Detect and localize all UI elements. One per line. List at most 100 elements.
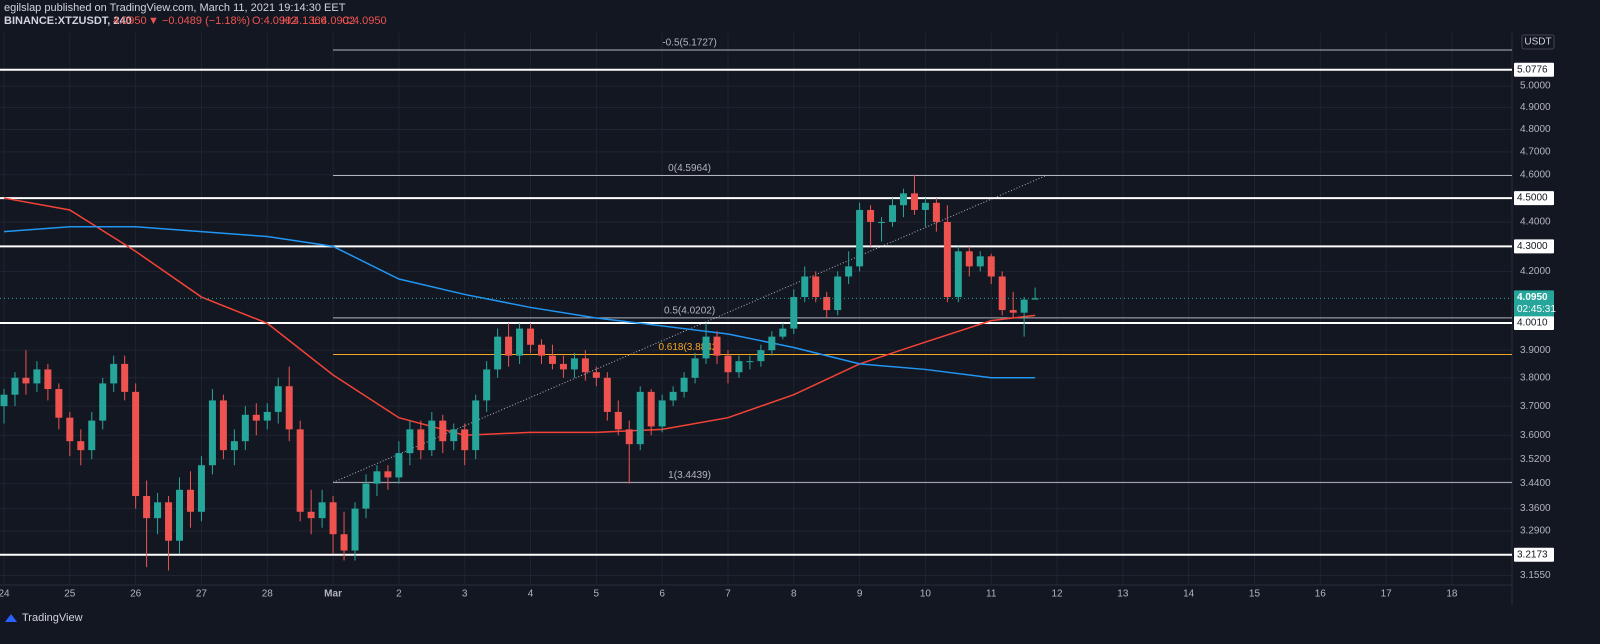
candle-body [702, 336, 710, 359]
candle-body [954, 251, 962, 298]
candle-body [208, 400, 216, 466]
y-tick-label: 3.7000 [1520, 401, 1551, 412]
candle-body [395, 453, 403, 478]
y-tick-label: 3.4400 [1520, 478, 1551, 489]
x-tick-label: 27 [196, 589, 208, 600]
candle-body [186, 489, 194, 512]
candle-body [66, 417, 74, 442]
candle-body [11, 377, 19, 395]
y-tick-label: 4.4000 [1520, 217, 1551, 228]
candle-body [0, 394, 8, 407]
candle-body [537, 344, 545, 356]
candle-body [636, 391, 644, 445]
candle-body [559, 363, 567, 370]
ohlc-open: O:4.0902 [252, 15, 297, 27]
candle-body [461, 429, 469, 451]
x-tick-label: 18 [1446, 589, 1458, 600]
candle-body [340, 534, 348, 551]
candle-body [987, 256, 995, 277]
candle-body [132, 391, 140, 497]
candle-body [219, 400, 227, 451]
candle-body [22, 377, 30, 384]
candle-body [318, 502, 326, 519]
ohlc-close: C:4.0950 [342, 15, 387, 27]
candle-body [614, 411, 622, 430]
candle-body [779, 328, 787, 337]
y-tick-label: 5.0000 [1520, 81, 1551, 92]
candle-body [570, 358, 578, 370]
y-tick-label: 4.9000 [1520, 102, 1551, 113]
x-tick-label: 10 [920, 589, 932, 600]
x-tick-label: 15 [1249, 589, 1261, 600]
y-tick-label: 3.8000 [1520, 372, 1551, 383]
candle-body [680, 377, 688, 392]
level-tag [1514, 239, 1554, 254]
x-tick-label: 17 [1381, 589, 1393, 600]
candle-body [1020, 299, 1028, 313]
candle-body [527, 328, 535, 345]
fib-label: 0.5(4.0202) [664, 306, 715, 317]
candle-body [241, 414, 249, 442]
y-tick-label: 4.8000 [1520, 124, 1551, 135]
countdown: 02:45:31 [1517, 304, 1556, 315]
candle-body [55, 389, 63, 418]
candle-body [362, 483, 370, 509]
x-tick-label: 7 [725, 589, 731, 600]
candle-body [472, 400, 480, 451]
candle-body [724, 355, 732, 373]
moving-average [3, 197, 1036, 437]
candle-body [932, 202, 940, 222]
last: 4.0950 [113, 15, 147, 27]
fib-label: -0.5(5.1727) [662, 38, 716, 49]
x-tick-label: 16 [1315, 589, 1327, 600]
candle-body [450, 429, 458, 442]
x-tick-label: 26 [130, 589, 142, 600]
y-tick-label: 3.2900 [1520, 526, 1551, 537]
level-label: 5.0776 [1517, 64, 1548, 75]
candle-body [274, 386, 282, 412]
candle-body [483, 369, 491, 401]
candle-body [669, 391, 677, 401]
plot: -0.5(5.1727) 0(4.5964) 0.5(4.0202) 0.618(3.… [0, 33, 1512, 585]
candle-body [735, 361, 743, 373]
candle-body [790, 297, 798, 329]
level-label: 4.5000 [1517, 193, 1548, 204]
candle-body [439, 420, 447, 442]
candle-body [428, 420, 436, 451]
candle-body [505, 336, 513, 356]
candle-body [516, 328, 524, 356]
x-tick-label: 13 [1117, 589, 1129, 600]
x-tick-label: 28 [262, 589, 274, 600]
currency-tag [1521, 34, 1555, 50]
last-price-label: 4.0950 [1517, 292, 1548, 303]
level-tag [1514, 191, 1554, 206]
ohlc-low: L:4.0902 [312, 15, 355, 27]
fib-label: 0.618(3.8842) [658, 342, 720, 353]
candle-body [197, 465, 205, 512]
x-tick-label: 6 [659, 589, 665, 600]
y-tick-label: 3.6000 [1520, 430, 1551, 441]
candle-body [285, 386, 293, 430]
candle-body [494, 336, 502, 370]
x-tick-label: 4 [528, 589, 534, 600]
candle-body [230, 441, 238, 451]
candle-body [834, 276, 842, 311]
symbol: BINANCE:XTZUSDT, 240 [4, 15, 132, 27]
candle-body [603, 377, 611, 412]
candle-body [548, 355, 556, 364]
y-tick-label: 4.6000 [1520, 169, 1551, 180]
candle-body [976, 256, 984, 267]
candle-body [99, 383, 107, 421]
y-tick-label: 3.3600 [1520, 503, 1551, 514]
author-line: egilslap published on TradingView.com, M… [4, 2, 346, 14]
level-label: 4.0010 [1517, 318, 1548, 329]
candle-body [373, 471, 381, 484]
candle-body [329, 502, 337, 535]
candle-body [625, 429, 633, 445]
x-tick-label: 25 [64, 589, 76, 600]
candle-body [965, 251, 973, 267]
currency: USDT [1524, 37, 1551, 48]
